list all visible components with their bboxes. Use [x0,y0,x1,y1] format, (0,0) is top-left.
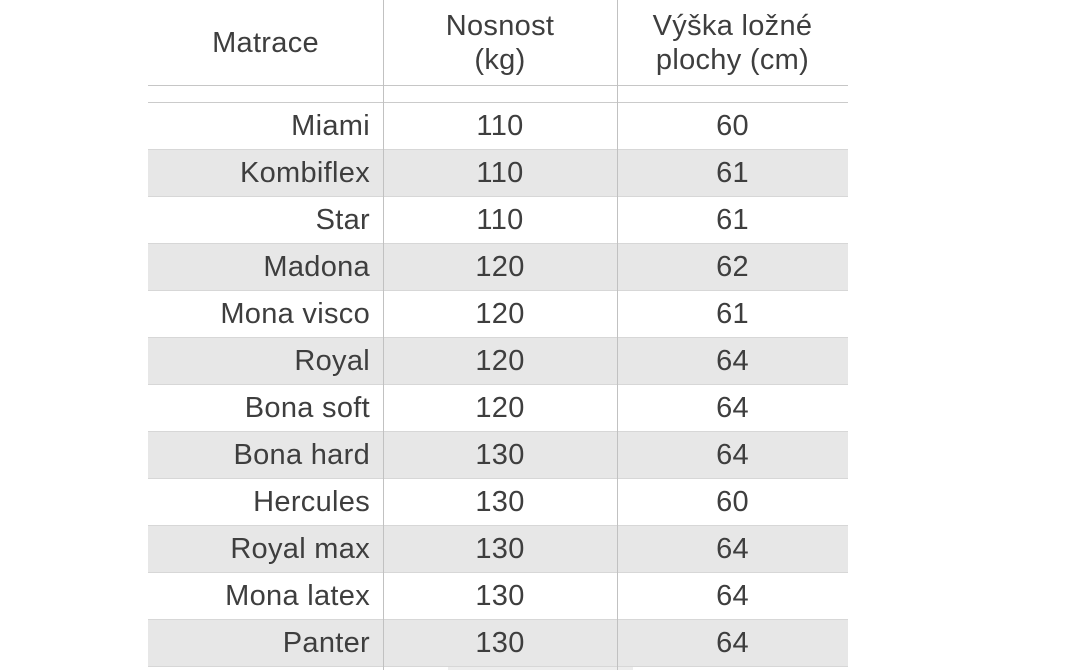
col-header-nosnost: Nosnost (kg) [445,9,555,76]
col-header-matrace: Matrace [212,26,319,59]
mattress-name: Miami [291,109,370,142]
capacity-kg: 130 [475,579,525,612]
capacity-kg: 130 [475,438,525,471]
table-row: Bona soft 120 64 [148,385,848,432]
capacity-kg: 120 [475,344,525,377]
capacity-kg: 130 [475,626,525,659]
bed-height-cm: 64 [716,344,749,377]
table-row: Hercules 130 60 [148,479,848,526]
table-row: Bona hard 130 64 [148,432,848,479]
bed-height-cm: 64 [716,626,749,659]
capacity-kg: 130 [475,532,525,565]
mattress-name: Panter [282,626,370,659]
table-row: Star 110 61 [148,197,848,244]
mattress-name: Bona soft [244,391,370,424]
bed-height-cm: 64 [716,438,749,471]
table-row: Panter 130 64 [148,620,848,667]
bed-height-cm: 60 [716,485,749,518]
bed-height-cm: 64 [716,532,749,565]
capacity-kg: 110 [476,203,524,236]
bed-height-cm: 61 [716,297,749,330]
mattress-name: Hercules [253,485,370,518]
table-row: Miami 110 60 [148,103,848,150]
capacity-kg: 120 [475,391,525,424]
table-row: Mona latex 130 64 [148,573,848,620]
header-gap-row [148,86,848,103]
table-row: Mona visco 120 61 [148,291,848,338]
col-header-vyska: Výška ložné plochy (cm) [652,9,813,76]
mattress-name: Madona [263,250,370,283]
bed-height-cm: 64 [716,391,749,424]
mattress-name: Royal max [230,532,370,565]
capacity-kg: 110 [476,156,524,189]
table-header-row: Matrace Nosnost (kg) Výška ložné plochy … [148,0,848,86]
mattress-name: Royal [294,344,370,377]
mattress-name: Mona visco [220,297,370,330]
mattress-name: Kombiflex [239,156,370,189]
bed-height-cm: 61 [716,156,749,189]
table-row: Madona 120 62 [148,244,848,291]
capacity-kg: 130 [475,485,525,518]
bed-height-cm: 64 [716,579,749,612]
table-row: Royal max 130 64 [148,526,848,573]
capacity-kg: 120 [475,250,525,283]
mattress-name: Star [315,203,370,236]
table-row: Royal 120 64 [148,338,848,385]
bed-height-cm: 60 [716,109,749,142]
column-separator-2 [617,0,618,670]
bed-height-cm: 62 [716,250,749,283]
mattress-name: Bona hard [233,438,370,471]
mattress-name: Mona latex [225,579,370,612]
bed-height-cm: 61 [716,203,749,236]
table-row: Kombiflex 110 61 [148,150,848,197]
capacity-kg: 120 [475,297,525,330]
column-separator-1 [383,0,384,670]
mattress-table: Matrace Nosnost (kg) Výška ložné plochy … [148,0,848,667]
partial-next-row [448,667,633,670]
capacity-kg: 110 [476,109,524,142]
